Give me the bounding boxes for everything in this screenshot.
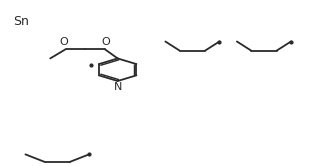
Text: O: O	[102, 37, 111, 47]
Text: N: N	[114, 82, 122, 92]
Text: O: O	[60, 37, 69, 47]
Text: Sn: Sn	[13, 15, 29, 28]
